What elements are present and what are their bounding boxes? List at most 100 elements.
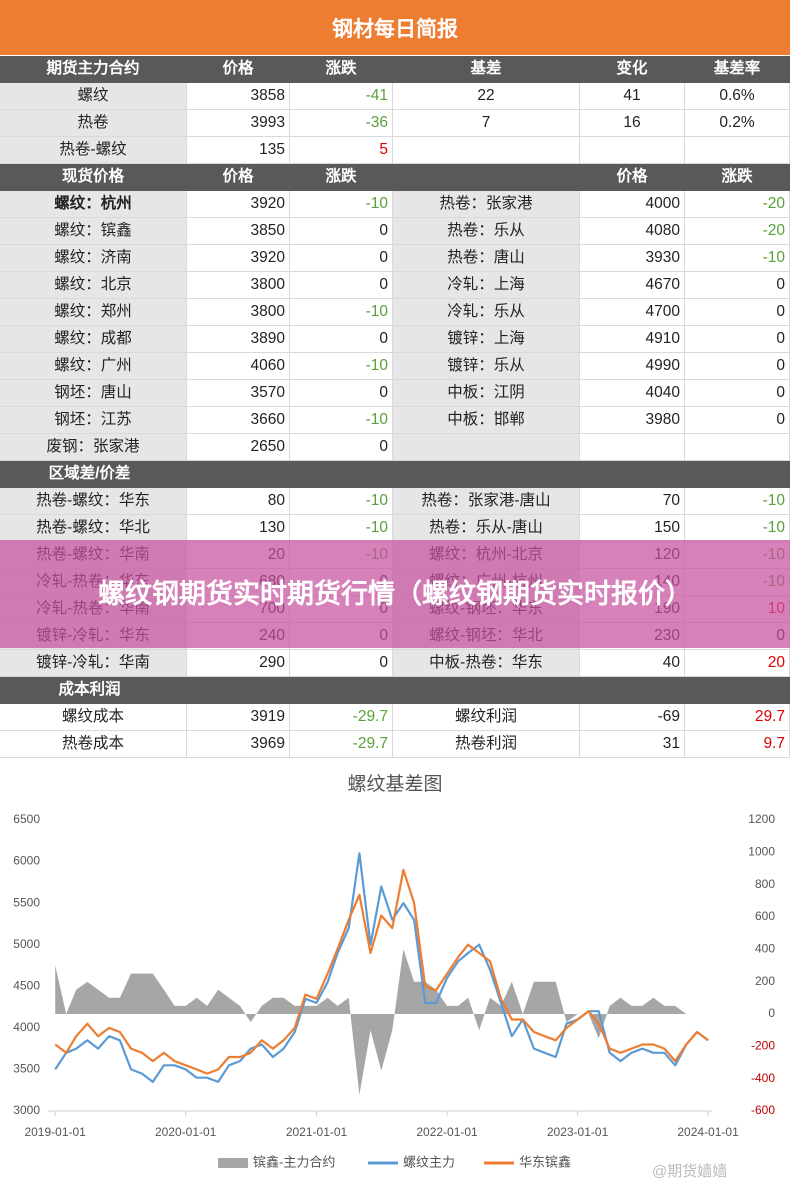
cell: -10: [685, 488, 790, 515]
cell: 冷轧：上海: [393, 272, 580, 299]
cell: 热卷-螺纹：华东: [0, 488, 187, 515]
cell: 0: [685, 407, 790, 434]
x-tick-label: 2021-01-01: [286, 1125, 348, 1139]
header-cell: 变化: [580, 56, 685, 83]
cell: 热卷-螺纹: [0, 137, 187, 164]
header-cell: 价格: [187, 56, 290, 83]
y-tick-label: 4500: [13, 978, 40, 992]
cell: 热卷：乐从: [393, 218, 580, 245]
header-cell: 涨跌: [290, 164, 393, 191]
y-tick-label: 3500: [13, 1062, 40, 1076]
header-cell: 现货价格: [0, 164, 187, 191]
cell: 废钢：张家港: [0, 434, 187, 461]
cell: 4700: [580, 299, 685, 326]
cell: -20: [685, 218, 790, 245]
cell: 3800: [187, 299, 290, 326]
cell: 3850: [187, 218, 290, 245]
header-cell: 价格: [580, 164, 685, 191]
cell: 螺纹：郑州: [0, 299, 187, 326]
cell: 130: [187, 515, 290, 542]
cell: 热卷-螺纹：华北: [0, 515, 187, 542]
cell: [580, 434, 685, 461]
y2-tick-label: 0: [768, 1006, 775, 1020]
cell: 135: [187, 137, 290, 164]
y2-tick-label: -400: [751, 1071, 775, 1085]
cell: 螺纹：济南: [0, 245, 187, 272]
cell: 40: [580, 650, 685, 677]
cell: -10: [685, 245, 790, 272]
cell: 螺纹利润: [393, 704, 580, 731]
cell: 4000: [580, 191, 685, 218]
cell: [580, 137, 685, 164]
cell: -29.7: [290, 731, 393, 758]
section-header: 成本利润: [0, 677, 790, 704]
cell: 0.6%: [685, 83, 790, 110]
cell: [685, 137, 790, 164]
cell: -10: [290, 488, 393, 515]
banner: 螺纹钢期货实时期货行情（螺纹钢期货实时报价）: [0, 540, 790, 648]
cell: 9.7: [685, 731, 790, 758]
cell: -36: [290, 110, 393, 137]
y-tick-label: 5000: [13, 937, 40, 951]
header-cell: [393, 164, 580, 191]
series-line: [54, 868, 709, 1075]
cell: 螺纹: [0, 83, 187, 110]
cell: 3993: [187, 110, 290, 137]
cell: 镀锌-冷轧：华南: [0, 650, 187, 677]
cell: [685, 434, 790, 461]
header-cell: 涨跌: [685, 164, 790, 191]
cell: 0: [290, 434, 393, 461]
header-cell: 基差率: [685, 56, 790, 83]
cell: 3930: [580, 245, 685, 272]
y2-tick-label: 1000: [748, 845, 775, 859]
x-tick-label: 2023-01-01: [547, 1125, 609, 1139]
x-tick-label: 2022-01-01: [416, 1125, 478, 1139]
cell: 4040: [580, 380, 685, 407]
cell: 0: [290, 218, 393, 245]
cell: 3800: [187, 272, 290, 299]
cell: 0: [685, 380, 790, 407]
cell: -69: [580, 704, 685, 731]
cell: -10: [290, 191, 393, 218]
section-title: 区域差/价差: [48, 465, 131, 482]
header-cell: 期货主力合约: [0, 56, 187, 83]
cell: 热卷: [0, 110, 187, 137]
cell: -10: [290, 353, 393, 380]
cell: 80: [187, 488, 290, 515]
y2-tick-label: -200: [751, 1039, 775, 1053]
cell: 热卷：张家港-唐山: [393, 488, 580, 515]
y-tick-label: 4000: [13, 1020, 40, 1034]
y-tick-label: 5500: [13, 895, 40, 909]
cell: -10: [290, 299, 393, 326]
cell: 中板-热卷：华东: [393, 650, 580, 677]
cell: 16: [580, 110, 685, 137]
y2-tick-label: 200: [755, 974, 775, 988]
cell: 4060: [187, 353, 290, 380]
cell: 0: [290, 326, 393, 353]
cell: 螺纹：杭州: [0, 191, 187, 218]
cell: 镀锌：乐从: [393, 353, 580, 380]
cell: 热卷：乐从-唐山: [393, 515, 580, 542]
cell: 螺纹成本: [0, 704, 187, 731]
x-tick-label: 2024-01-01: [677, 1125, 739, 1139]
cell: 31: [580, 731, 685, 758]
cell: 2650: [187, 434, 290, 461]
y2-tick-label: 600: [755, 909, 775, 923]
cell: 3660: [187, 407, 290, 434]
x-tick-label: 2019-01-01: [24, 1125, 86, 1139]
cell: -20: [685, 191, 790, 218]
x-tick-label: 2020-01-01: [155, 1125, 217, 1139]
cell: [393, 434, 580, 461]
header-cell: 涨跌: [290, 56, 393, 83]
cell: -10: [290, 515, 393, 542]
cell: 0: [290, 650, 393, 677]
header-cell: 价格: [187, 164, 290, 191]
y2-tick-label: 400: [755, 942, 775, 956]
cell: 螺纹：镔鑫: [0, 218, 187, 245]
legend-label: 华东镔鑫: [519, 1154, 571, 1169]
cell: 29.7: [685, 704, 790, 731]
section-header: 区域差/价差: [0, 461, 790, 488]
cell: 70: [580, 488, 685, 515]
header-cell: 基差: [393, 56, 580, 83]
cell: -10: [685, 515, 790, 542]
